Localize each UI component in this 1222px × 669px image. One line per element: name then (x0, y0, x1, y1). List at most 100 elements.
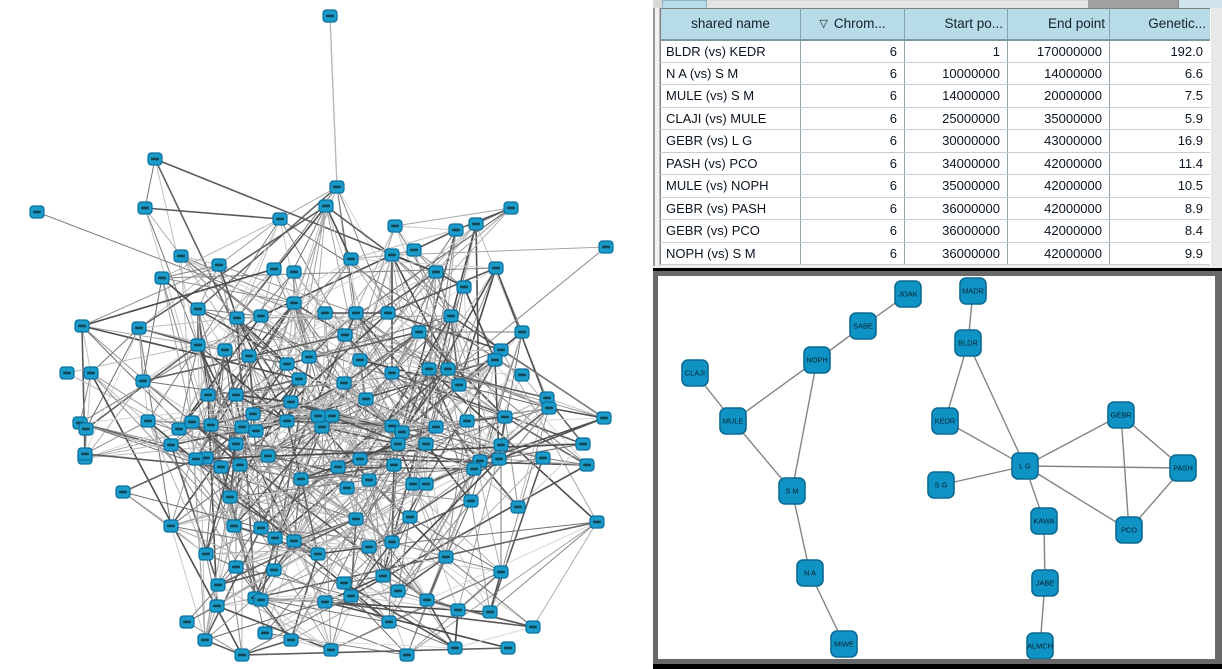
network-edge[interactable] (235, 382, 345, 396)
network-node[interactable] (260, 449, 276, 463)
network-edge[interactable] (235, 443, 326, 603)
network-edge[interactable] (435, 271, 500, 460)
table-cell[interactable]: 10000000 (904, 62, 1008, 85)
network-edge[interactable] (142, 380, 180, 430)
network-node[interactable] (343, 589, 359, 603)
subnetwork-node-bldr[interactable]: BLDR (954, 329, 982, 357)
subnetwork-edge[interactable] (1120, 414, 1130, 531)
network-edge[interactable] (204, 584, 219, 641)
network-node[interactable] (286, 265, 302, 279)
network-edge[interactable] (391, 372, 584, 445)
network-node[interactable] (411, 325, 427, 339)
network-node[interactable] (217, 343, 233, 357)
network-edge[interactable] (388, 621, 456, 649)
network-node[interactable] (390, 437, 406, 451)
network-edge[interactable] (350, 518, 357, 597)
subnetwork-node-kawa[interactable]: KAWA (1030, 507, 1058, 535)
network-edge[interactable] (425, 407, 550, 445)
network-node[interactable] (384, 535, 400, 549)
network-edge[interactable] (161, 277, 295, 304)
network-edge[interactable] (359, 359, 430, 370)
network-edge[interactable] (293, 271, 346, 336)
network-edge[interactable] (218, 264, 357, 314)
network-edge[interactable] (205, 527, 262, 555)
network-edge[interactable] (81, 325, 92, 374)
network-edge[interactable] (204, 597, 256, 641)
table-row[interactable]: N A (vs) S M 6 10000000 14000000 6.6 (660, 62, 1211, 85)
network-node[interactable] (418, 477, 434, 491)
table-cell[interactable]: 25000000 (904, 107, 1008, 130)
network-node[interactable] (336, 576, 352, 590)
network-edge[interactable] (391, 541, 428, 601)
network-edge[interactable] (359, 331, 420, 361)
network-edge[interactable] (142, 380, 193, 423)
network-edge[interactable] (286, 420, 302, 480)
network-node[interactable] (493, 565, 509, 579)
network-edge[interactable] (138, 327, 288, 365)
network-edge[interactable] (170, 444, 235, 527)
network-node[interactable] (451, 378, 467, 392)
network-node[interactable] (440, 362, 456, 376)
network-node[interactable] (399, 648, 415, 662)
network-node[interactable] (248, 424, 264, 438)
network-edge[interactable] (197, 308, 506, 418)
network-edge[interactable] (428, 368, 472, 502)
table-cell[interactable]: MULE (vs) NOPH (660, 174, 801, 198)
network-edge[interactable] (207, 355, 250, 396)
network-node[interactable] (279, 414, 295, 428)
network-edge[interactable] (365, 398, 544, 459)
table-cell[interactable]: 192.0 (1109, 39, 1211, 63)
network-edge[interactable] (317, 546, 370, 555)
network-node[interactable] (140, 414, 156, 428)
network-edge[interactable] (260, 599, 408, 656)
network-edge[interactable] (204, 496, 231, 641)
network-edge[interactable] (426, 521, 598, 601)
network-edge[interactable] (350, 595, 459, 611)
network-edge[interactable] (205, 443, 237, 555)
network-edge[interactable] (394, 225, 457, 231)
table-cell[interactable]: N A (vs) S M (660, 62, 801, 85)
table-scrollbar[interactable] (653, 0, 1222, 8)
network-node[interactable] (318, 199, 334, 213)
scrollbar-track[interactable] (707, 1, 1088, 8)
network-edge[interactable] (197, 308, 403, 433)
network-node[interactable] (310, 409, 326, 423)
network-edge[interactable] (325, 205, 393, 256)
network-edge[interactable] (241, 398, 367, 428)
network-node[interactable] (310, 547, 326, 561)
network-edge[interactable] (293, 205, 327, 304)
network-edge[interactable] (458, 267, 497, 386)
table-cell[interactable]: 35000000 (1007, 107, 1110, 130)
network-edge[interactable] (218, 218, 281, 266)
subnetwork-node-kedr[interactable]: KEDR (931, 407, 959, 435)
network-edge[interactable] (546, 397, 605, 419)
table-cell[interactable]: PASH (vs) PCO (660, 152, 801, 175)
network-node[interactable] (387, 219, 403, 233)
column-header-chrom[interactable]: ▽ Chrom... (800, 8, 905, 41)
table-row[interactable]: NOPH (vs) S M 6 36000000 42000000 9.9 (660, 242, 1211, 265)
network-edge[interactable] (445, 457, 544, 558)
network-edge[interactable] (290, 398, 367, 403)
network-node[interactable] (198, 547, 214, 561)
network-node[interactable] (348, 306, 364, 320)
network-node[interactable] (421, 362, 437, 376)
network-edge[interactable] (350, 258, 357, 314)
subnetwork-node-mule[interactable]: MULE (719, 407, 747, 435)
network-edge[interactable] (346, 487, 456, 649)
subnetwork-edge[interactable] (1024, 414, 1122, 467)
table-cell[interactable]: CLAJI (vs) MULE (660, 107, 801, 130)
table-cell[interactable]: 16.9 (1109, 129, 1211, 153)
network-node[interactable] (222, 490, 238, 504)
network-edge[interactable] (308, 315, 452, 358)
subnetwork-edge[interactable] (1024, 465, 1130, 531)
network-edge[interactable] (229, 487, 348, 498)
network-node[interactable] (358, 392, 374, 406)
network-edge[interactable] (293, 478, 302, 542)
scrollbar-thumb[interactable] (662, 0, 707, 8)
network-node[interactable] (147, 152, 163, 166)
network-edge[interactable] (255, 430, 295, 542)
subnetwork-node-l-g[interactable]: L G (1011, 452, 1039, 480)
network-edge[interactable] (388, 541, 393, 623)
network-edge[interactable] (331, 415, 502, 573)
subnetwork-edge[interactable] (967, 342, 1026, 467)
